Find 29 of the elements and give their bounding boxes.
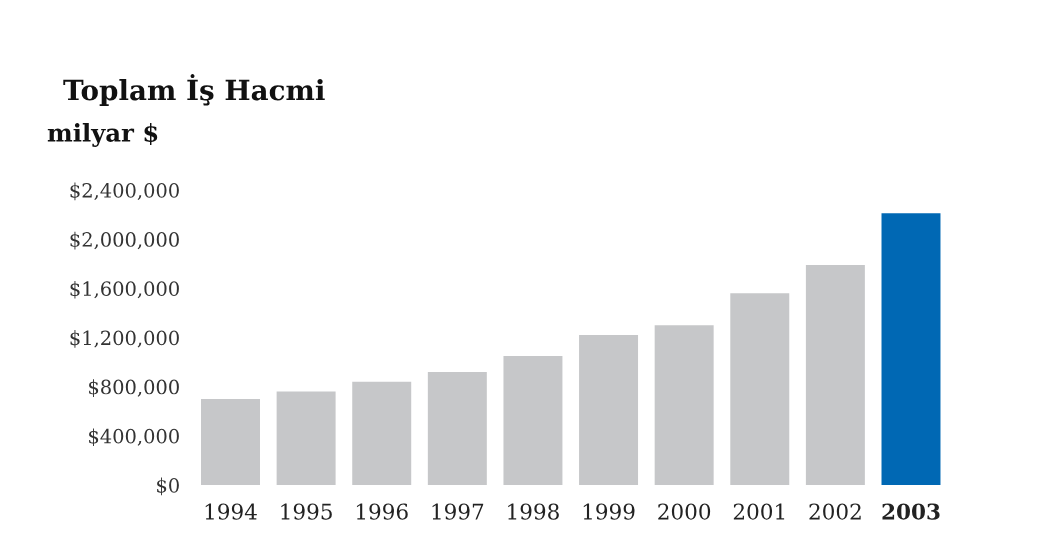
x-tick-label: 1999 [583, 503, 635, 520]
y-tick-label: $400,000 [89, 428, 179, 447]
bar [503, 355, 563, 485]
bar [427, 371, 487, 485]
y-tick-label: $800,000 [89, 379, 179, 397]
x-tick-label: 1998 [508, 503, 559, 520]
x-tick-label: 1996 [356, 503, 408, 520]
bar [805, 264, 865, 485]
bar [730, 293, 790, 485]
bar [276, 391, 336, 485]
bar [201, 398, 260, 485]
y-tick-label: $2,400,000 [70, 182, 179, 201]
y-axis-title: milyar $ [47, 123, 158, 147]
x-tick-label: 1994 [205, 503, 257, 520]
chart-title: Toplam İş Hacmi [63, 74, 325, 106]
y-tick-label: $1,200,000 [70, 330, 179, 348]
bar [579, 335, 639, 485]
x-tick-label: 2001 [733, 503, 785, 520]
y-tick-label: $0 [157, 477, 179, 496]
x-tick-label: 1995 [281, 503, 332, 520]
x-tick-label: 1997 [432, 503, 484, 520]
bar [881, 213, 941, 485]
x-tick-label: 2000 [658, 503, 711, 520]
bar [352, 381, 412, 485]
x-tick-label: 2003 [882, 503, 940, 520]
y-tick-label: $1,600,000 [70, 280, 179, 299]
bar [654, 325, 714, 485]
y-tick-label: $2,000,000 [70, 231, 179, 250]
x-tick-label: 2002 [809, 503, 861, 520]
